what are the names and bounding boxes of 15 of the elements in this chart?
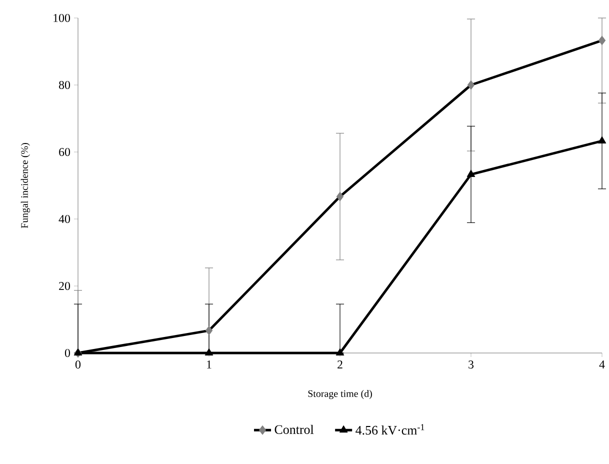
x-tick-label: 1: [207, 360, 212, 368]
x-tick-label: 2: [338, 360, 342, 368]
x-axis-title: Storage time (d): [308, 390, 372, 400]
y-tick-label: 40: [58, 214, 70, 224]
legend-label: Control: [274, 424, 314, 434]
y-tick-label: 80: [58, 80, 70, 90]
x-tick-label: 0: [75, 360, 81, 369]
y-tick-label: 20: [59, 282, 70, 290]
y-tick-label: 0: [64, 348, 70, 358]
y-axis-title: Fungal incidence (%): [20, 143, 30, 228]
x-tick-label: 4: [599, 360, 605, 368]
legend-label: 4.56 kV·cm$^{-1}$: [356, 424, 424, 435]
y-tick-label: 100: [54, 14, 70, 22]
x-tick-label: 3: [468, 360, 474, 369]
y-tick-label: 60: [59, 148, 70, 156]
